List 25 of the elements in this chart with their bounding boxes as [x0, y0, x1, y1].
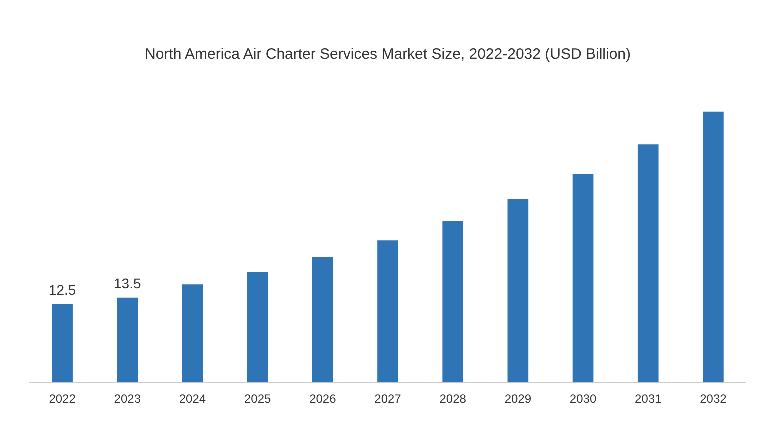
data-label: 12.5 [48, 282, 76, 298]
bar [52, 304, 73, 383]
bar [312, 257, 334, 383]
bar [508, 199, 529, 383]
x-tick-label: 2032 [700, 392, 728, 406]
x-tick-label: 2031 [635, 392, 662, 406]
bar [247, 272, 268, 383]
x-tick-label: 2026 [310, 392, 337, 406]
x-tick-label: 2023 [114, 392, 142, 406]
x-tick-label: 2028 [440, 392, 467, 406]
x-tick-label: 2024 [179, 392, 206, 406]
bar [117, 298, 138, 383]
x-tick-label: 2027 [374, 392, 402, 406]
bar [638, 144, 659, 383]
x-tick-label: 2030 [570, 392, 597, 406]
bar [703, 112, 724, 383]
x-tick-label: 2025 [244, 392, 272, 406]
bar [572, 174, 594, 383]
x-tick-label: 2022 [49, 392, 76, 406]
data-label: 13.5 [114, 276, 142, 292]
x-tick-label: 2029 [504, 392, 532, 406]
bar [182, 284, 204, 383]
bar [378, 240, 398, 383]
chart-title: North America Air Charter Services Market Size, 2022-2032 (USD Billion) [144, 46, 632, 63]
bar [442, 221, 464, 383]
